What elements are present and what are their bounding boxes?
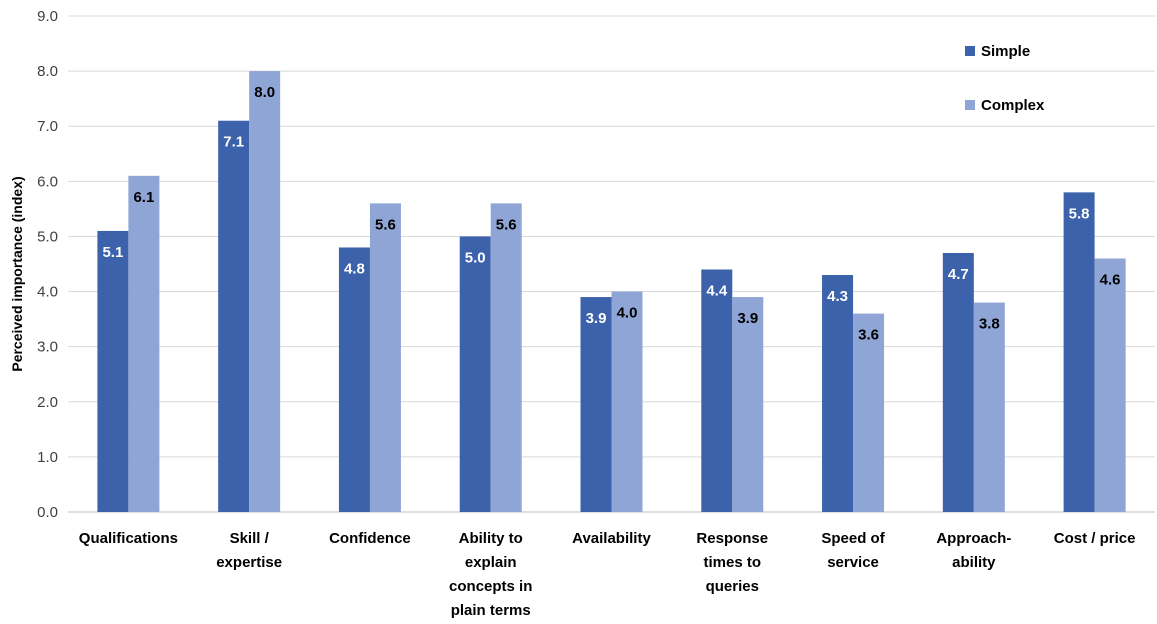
y-tick-label: 5.0 xyxy=(37,228,58,245)
y-tick-label: 1.0 xyxy=(37,449,58,466)
y-tick-label: 9.0 xyxy=(37,8,58,25)
y-tick-label: 0.0 xyxy=(37,504,58,521)
x-category-label: Speed of service xyxy=(821,530,885,571)
bar-complex xyxy=(369,203,401,512)
data-label-simple: 4.7 xyxy=(948,266,969,283)
y-tick-label: 7.0 xyxy=(37,118,58,135)
data-label-complex: 4.0 xyxy=(617,305,638,322)
y-axis-label: Perceived importance (index) xyxy=(9,176,25,371)
bar-simple xyxy=(580,297,612,512)
data-label-complex: 3.6 xyxy=(858,327,879,344)
x-category-label: Qualifications xyxy=(79,530,178,547)
bar-simple xyxy=(97,230,129,512)
legend: Simple Complex xyxy=(965,43,1045,114)
x-category-label: Approach-ability xyxy=(936,530,1011,571)
data-label-complex: 5.6 xyxy=(375,216,396,233)
y-tick-label: 4.0 xyxy=(37,284,58,301)
data-label-simple: 7.1 xyxy=(223,134,244,151)
y-tick-label: 2.0 xyxy=(37,394,58,411)
bar-simple xyxy=(701,269,733,512)
data-label-simple: 4.8 xyxy=(344,260,365,277)
bar-simple xyxy=(1063,192,1095,512)
data-label-simple: 5.0 xyxy=(465,249,486,266)
data-label-complex: 6.1 xyxy=(133,189,154,206)
bar-simple xyxy=(822,275,854,512)
bar-simple xyxy=(459,236,491,512)
x-category-label: Skill / expertise xyxy=(216,530,282,571)
bar-complex xyxy=(853,313,885,512)
legend-swatch-simple xyxy=(965,46,975,56)
y-tick-label: 8.0 xyxy=(37,63,58,80)
legend-swatch-complex xyxy=(965,100,975,110)
bar-simple xyxy=(942,252,974,512)
legend-label-complex: Complex xyxy=(981,97,1045,114)
data-label-complex: 3.8 xyxy=(979,316,1000,333)
bar-simple xyxy=(338,247,370,512)
y-axis: 0.0 1.0 2.0 3.0 4.0 5.0 6.0 7.0 8.0 9.0 xyxy=(37,8,58,521)
data-label-complex: 8.0 xyxy=(254,84,275,101)
data-label-simple: 3.9 xyxy=(586,310,607,327)
x-category-label: Availability xyxy=(572,530,651,547)
x-category-label: Response times to queries xyxy=(696,530,768,595)
bar-complex xyxy=(1094,258,1126,512)
data-label-simple: 5.1 xyxy=(102,244,123,261)
data-label-simple: 4.4 xyxy=(706,283,728,300)
x-axis-categories: Qualifications Skill / expertise Confidence… xyxy=(79,530,1136,619)
bar-complex xyxy=(490,203,522,512)
y-tick-label: 6.0 xyxy=(37,173,58,190)
bar-complex xyxy=(611,291,643,512)
y-tick-label: 3.0 xyxy=(37,339,58,356)
data-label-complex: 3.9 xyxy=(737,310,758,327)
bar-complex xyxy=(249,71,281,512)
x-category-label: Ability to explain concepts in plain terms xyxy=(449,530,532,619)
bars xyxy=(97,71,1126,513)
data-label-simple: 4.3 xyxy=(827,288,848,305)
legend-label-simple: Simple xyxy=(981,43,1030,60)
data-label-simple: 5.8 xyxy=(1069,205,1090,222)
data-label-complex: 5.6 xyxy=(496,216,517,233)
bar-complex xyxy=(973,302,1005,512)
data-labels: 5.1 6.1 7.1 8.0 4.8 5.6 5.0 5.6 3.9 4.0 4.4 3.9 4.3 3… xyxy=(102,84,1120,343)
bar-complex xyxy=(128,175,160,513)
bar-simple xyxy=(218,120,250,512)
bar-complex xyxy=(732,297,764,512)
x-category-label: Confidence xyxy=(329,530,411,547)
data-label-complex: 4.6 xyxy=(1100,271,1121,288)
x-category-label: Cost / price xyxy=(1054,530,1136,547)
